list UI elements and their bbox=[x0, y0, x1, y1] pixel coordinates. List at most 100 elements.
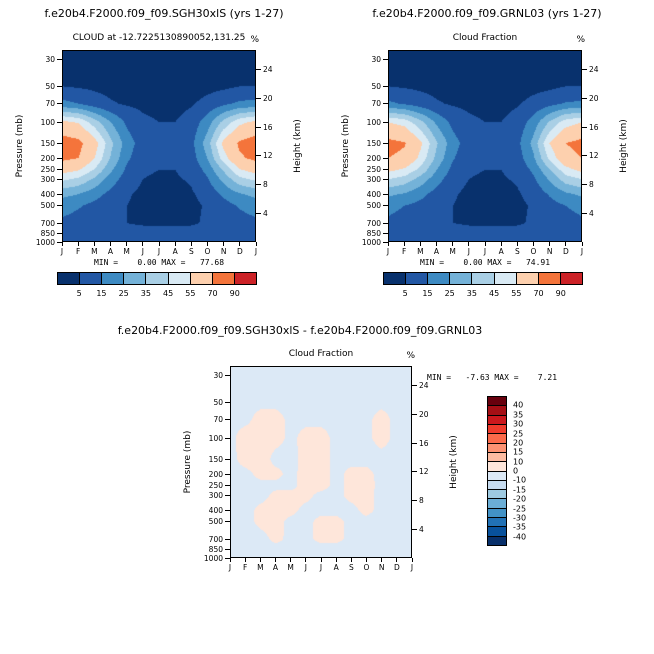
colorbar-label: 5 bbox=[402, 289, 408, 298]
height-tick bbox=[582, 184, 587, 186]
month-tick-label: J bbox=[319, 563, 323, 572]
month-tick bbox=[411, 558, 413, 562]
pressure-tick bbox=[383, 58, 388, 60]
height-tick bbox=[256, 213, 261, 215]
colorbar-label: 45 bbox=[489, 289, 500, 298]
colorbar-cell bbox=[488, 470, 506, 480]
pressure-tick bbox=[383, 193, 388, 195]
height-tick-label: 20 bbox=[419, 409, 429, 419]
contour-fill-canvas bbox=[62, 50, 256, 242]
pressure-tick bbox=[57, 178, 62, 180]
pressure-tick-label: 50 bbox=[213, 397, 223, 407]
colorbar-cell bbox=[488, 423, 506, 434]
colorbar-label: 90 bbox=[555, 289, 566, 298]
colorbar-cell bbox=[79, 273, 102, 284]
pressure-tick-label: 250 bbox=[208, 481, 223, 491]
pressure-tick-label: 400 bbox=[208, 505, 223, 515]
month-tick bbox=[142, 242, 144, 246]
month-tick-label: O bbox=[204, 247, 211, 256]
height-tick-label: 12 bbox=[589, 151, 599, 161]
colorbar-label: 90 bbox=[229, 289, 240, 298]
month-tick-label: J bbox=[228, 563, 232, 572]
month-tick-label: M bbox=[449, 247, 456, 256]
month-tick-label: O bbox=[363, 563, 370, 572]
month-tick-label: F bbox=[242, 563, 248, 572]
colorbar-cell bbox=[559, 273, 582, 284]
case2-header: f.e20b4.F2000.f09_f09.GRNL03 (yrs 1-27) bbox=[372, 7, 602, 20]
pressure-tick bbox=[225, 538, 230, 540]
height-tick-label: 4 bbox=[589, 209, 594, 219]
month-tick-label: J bbox=[141, 247, 144, 256]
height-tick bbox=[412, 500, 417, 502]
minmax-case2: MIN = 0.00 MAX = 74.91 bbox=[419, 258, 551, 267]
contour-fill-canvas bbox=[388, 50, 582, 242]
colorbar-label: 15 bbox=[422, 289, 433, 298]
month-tick bbox=[290, 558, 292, 562]
month-tick-label: F bbox=[75, 247, 81, 256]
colorbar-cell bbox=[488, 479, 506, 490]
colorbar-cells bbox=[383, 272, 583, 285]
month-tick bbox=[335, 558, 337, 562]
height-tick-label: 16 bbox=[589, 122, 599, 132]
pressure-tick-label: 1000 bbox=[361, 237, 381, 247]
plot-units-label: % bbox=[250, 35, 259, 45]
month-tick-label: A bbox=[107, 247, 114, 256]
height-tick-label: 24 bbox=[263, 64, 273, 74]
plot-frame bbox=[388, 50, 582, 242]
colorbar-cell bbox=[515, 273, 538, 284]
colorbar-cells bbox=[487, 396, 507, 546]
month-tick bbox=[275, 558, 276, 562]
pressure-tick-label: 500 bbox=[208, 517, 223, 527]
pressure-tick-label: 300 bbox=[208, 490, 223, 500]
pressure-tick bbox=[225, 419, 230, 421]
month-tick bbox=[396, 558, 398, 562]
month-tick-label: D bbox=[236, 247, 243, 256]
colorbar-label: 25 bbox=[118, 289, 129, 298]
difference-header: f.e20b4.F2000.f09_f09.SGH30xlS - f.e20b4… bbox=[117, 324, 483, 337]
height-tick-label: 20 bbox=[589, 93, 599, 103]
contour-plot-case1: CLOUD at -12.7225130890052,131.25% 30 50 70… bbox=[15, 33, 303, 256]
height-tick bbox=[256, 155, 261, 157]
month-tick-label: A bbox=[272, 563, 279, 572]
colorbar-label: 5 bbox=[76, 289, 82, 298]
month-tick bbox=[255, 242, 257, 246]
month-tick bbox=[436, 242, 437, 246]
month-tick-label: S bbox=[514, 247, 520, 256]
month-tick bbox=[174, 242, 176, 246]
month-tick-label: O bbox=[530, 247, 537, 256]
colorbar-cell bbox=[488, 517, 506, 527]
height-tick-label: 12 bbox=[419, 467, 429, 477]
month-tick bbox=[366, 558, 367, 562]
pressure-tick bbox=[225, 549, 230, 551]
plot-frame bbox=[230, 366, 412, 558]
month-tick-label: J bbox=[580, 247, 584, 256]
pressure-tick-label: 500 bbox=[366, 201, 381, 211]
colorbar-label: 25 bbox=[444, 289, 455, 298]
height-tick-label: 8 bbox=[419, 496, 424, 506]
pressure-tick-label: 150 bbox=[366, 138, 381, 148]
colorbar-cell bbox=[405, 273, 428, 284]
colorbar-label: 35 bbox=[140, 289, 151, 298]
colorbar-case1: 5 15 25 35 45 55 70 90 bbox=[57, 272, 257, 298]
colorbar-cell bbox=[471, 273, 494, 284]
pressure-tick bbox=[57, 222, 62, 224]
colorbar-cell bbox=[123, 273, 146, 284]
pressure-tick bbox=[57, 103, 62, 105]
pressure-tick-label: 300 bbox=[366, 174, 381, 184]
colorbar-label: 35 bbox=[466, 289, 477, 298]
month-tick bbox=[533, 242, 534, 246]
month-tick bbox=[516, 242, 518, 246]
month-tick bbox=[244, 558, 246, 562]
colorbar-cell bbox=[488, 397, 506, 406]
height-tick-label: 16 bbox=[419, 438, 429, 448]
month-tick-label: J bbox=[467, 247, 470, 256]
pressure-tick-label: 850 bbox=[366, 229, 381, 239]
height-tick-label: 24 bbox=[419, 380, 429, 390]
height-tick-label: 8 bbox=[589, 180, 594, 190]
month-tick bbox=[565, 242, 567, 246]
pressure-tick-label: 250 bbox=[366, 165, 381, 175]
colorbar-label: 0 bbox=[513, 466, 519, 476]
pressure-tick-label: 1000 bbox=[35, 237, 55, 247]
month-tick-label: J bbox=[483, 247, 487, 256]
month-tick-label: A bbox=[433, 247, 440, 256]
